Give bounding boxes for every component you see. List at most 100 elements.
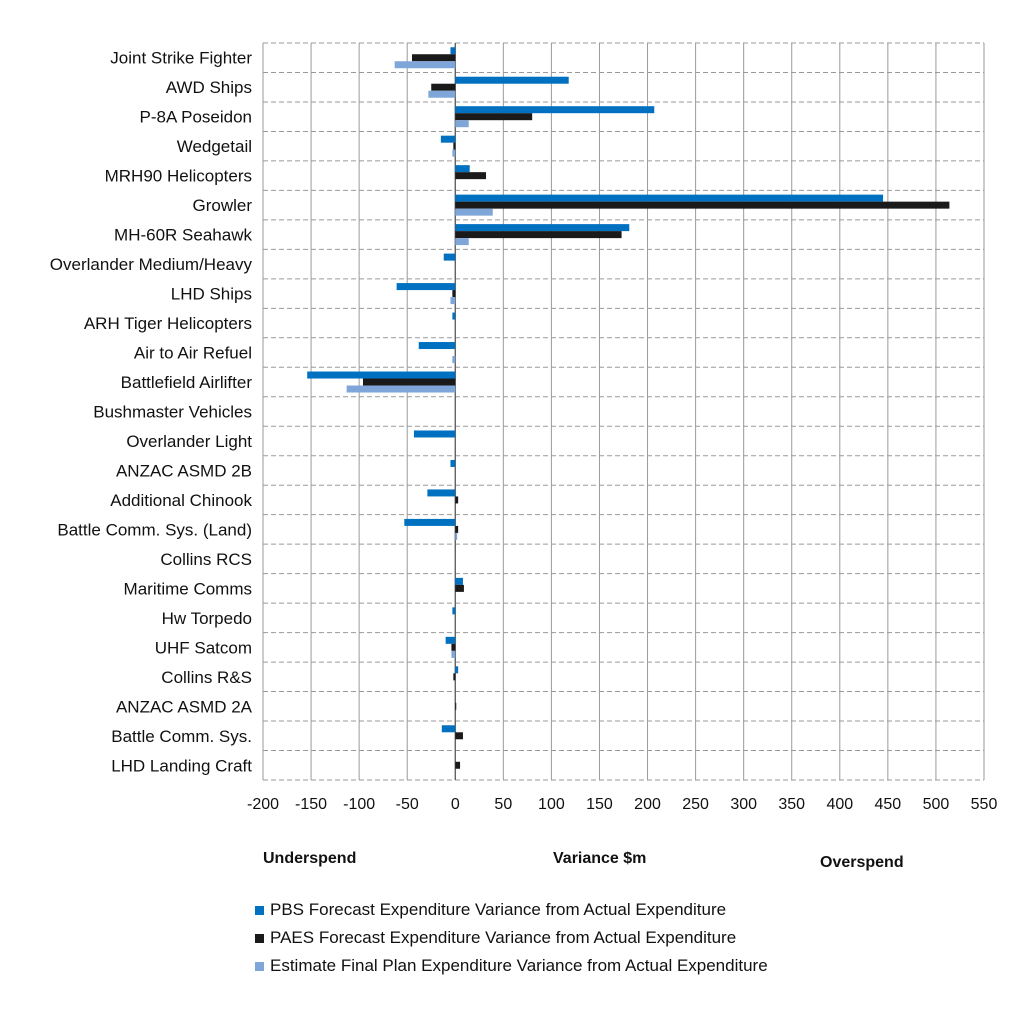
x-tick-label: 250 <box>682 796 709 813</box>
bar-estimate <box>394 61 456 69</box>
bar-pbs <box>455 76 569 84</box>
underspend-label: Underspend <box>263 850 356 867</box>
x-tick-label: 350 <box>778 796 805 813</box>
x-tick-label: 200 <box>634 796 661 813</box>
category-label: ANZAC ASMD 2B <box>116 461 252 480</box>
category-label: AWD Ships <box>166 78 252 97</box>
bar-pbs <box>455 666 459 674</box>
category-label: Battle Comm. Sys. <box>111 727 252 746</box>
category-label: ARH Tiger Helicopters <box>84 314 252 333</box>
x-tick-label: 500 <box>923 796 950 813</box>
bar-pbs <box>450 47 456 55</box>
bar-paes <box>455 584 464 592</box>
bar-pbs <box>455 194 884 202</box>
bar-estimate <box>450 297 456 305</box>
bar-pbs <box>413 430 456 438</box>
x-tick-label: -100 <box>343 796 375 813</box>
bar-estimate <box>455 532 458 540</box>
bar-estimate <box>452 149 456 157</box>
category-label: Bushmaster Vehicles <box>93 403 252 422</box>
legend-swatch-pbs <box>255 905 264 915</box>
category-label: Overlander Light <box>126 432 252 451</box>
overspend-label: Overspend <box>820 854 904 871</box>
x-tick-label: -200 <box>247 796 279 813</box>
bar-pbs <box>418 342 456 350</box>
bar-estimate <box>428 90 456 98</box>
bar-pbs <box>455 106 655 114</box>
bar-pbs <box>450 459 456 467</box>
chart-bars <box>307 47 950 769</box>
bar-pbs <box>441 725 456 733</box>
category-label: Wedgetail <box>177 137 252 156</box>
bar-paes <box>431 83 456 91</box>
bar-pbs <box>455 165 470 173</box>
bar-paes <box>455 732 463 740</box>
bar-pbs <box>443 253 456 261</box>
category-label: Joint Strike Fighter <box>110 49 252 68</box>
legend-label-estimate: Estimate Final Plan Expenditure Variance… <box>270 956 768 975</box>
category-label: MH-60R Seahawk <box>114 226 252 245</box>
legend-item-pbs: PBS Forecast Expenditure Variance from A… <box>255 896 768 924</box>
bar-pbs <box>404 518 456 526</box>
bar-pbs <box>445 636 456 644</box>
x-tick-label: 0 <box>451 796 460 813</box>
bar-estimate <box>455 120 469 128</box>
legend-label-pbs: PBS Forecast Expenditure Variance from A… <box>270 900 727 919</box>
category-label: P-8A Poseidon <box>140 108 252 127</box>
category-label: Battlefield Airlifter <box>121 373 253 392</box>
bar-paes <box>455 761 461 769</box>
bar-estimate <box>455 208 493 216</box>
category-label: UHF Satcom <box>155 638 252 657</box>
bar-paes <box>452 290 456 298</box>
category-label: Hw Torpedo <box>162 609 252 628</box>
bar-paes <box>451 643 456 651</box>
x-tick-label: 450 <box>875 796 902 813</box>
legend-swatch-paes <box>255 933 264 943</box>
bar-estimate <box>451 650 456 658</box>
bar-paes <box>453 673 456 681</box>
chart-grid <box>262 42 985 781</box>
category-label: LHD Landing Craft <box>111 756 252 775</box>
category-label: ANZAC ASMD 2A <box>116 697 253 716</box>
bar-pbs <box>396 283 456 291</box>
bar-paes <box>455 172 487 180</box>
legend-item-estimate: Estimate Final Plan Expenditure Variance… <box>255 952 768 980</box>
category-label: MRH90 Helicopters <box>105 167 252 186</box>
x-tick-label: 50 <box>494 796 512 813</box>
bar-pbs <box>427 489 456 497</box>
bar-paes <box>455 702 457 710</box>
x-tick-label: 400 <box>826 796 853 813</box>
legend-label-paes: PAES Forecast Expenditure Variance from … <box>270 928 737 947</box>
legend-item-paes: PAES Forecast Expenditure Variance from … <box>255 924 768 952</box>
bar-pbs <box>455 224 630 232</box>
x-tick-label: -50 <box>396 796 419 813</box>
category-labels: Joint Strike Fighter AWD Ships P-8A Poseid… <box>50 49 253 776</box>
bar-pbs <box>452 607 456 615</box>
category-label: Collins RCS <box>160 550 252 569</box>
x-axis-label: Variance $m <box>553 850 646 867</box>
legend-swatch-estimate <box>255 961 264 971</box>
bar-paes <box>455 201 950 209</box>
bar-pbs <box>440 135 456 143</box>
bar-estimate <box>455 238 469 246</box>
bar-paes <box>455 231 622 239</box>
category-label: Additional Chinook <box>110 491 252 510</box>
category-label: Growler <box>192 196 252 215</box>
category-label: Battle Comm. Sys. (Land) <box>57 520 252 539</box>
bar-paes <box>412 54 456 62</box>
bar-paes <box>455 496 459 504</box>
bar-paes <box>455 113 533 121</box>
x-tick-label: -150 <box>295 796 327 813</box>
x-tick-label: 550 <box>971 796 998 813</box>
category-label: Maritime Comms <box>124 579 252 598</box>
x-tick-label: 100 <box>538 796 565 813</box>
bar-paes <box>455 525 459 533</box>
bar-paes <box>453 142 456 150</box>
bar-paes <box>362 378 456 386</box>
category-label: Overlander Medium/Heavy <box>50 255 253 274</box>
bar-pbs <box>452 312 456 320</box>
bar-pbs <box>455 577 463 585</box>
bar-estimate <box>346 385 456 393</box>
bar-pbs <box>307 371 456 379</box>
